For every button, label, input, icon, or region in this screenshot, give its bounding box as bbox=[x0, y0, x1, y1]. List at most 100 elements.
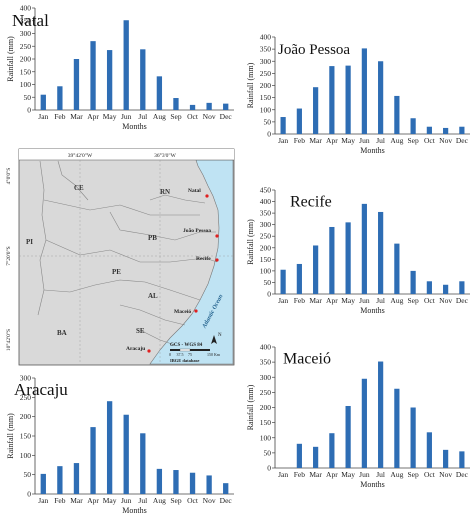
scale-tick-3: 150 bbox=[207, 352, 213, 357]
bar-jun bbox=[361, 203, 367, 294]
bar-jul bbox=[378, 211, 384, 294]
state-label-pb: PB bbox=[148, 234, 157, 242]
city-label-natal: Natal bbox=[188, 188, 201, 194]
x-tick-label: Jan bbox=[278, 296, 288, 305]
x-axis-label: Months bbox=[122, 122, 146, 131]
chart-maceio: 0 50 100 150 200 250 300 350 400 Jan Feb Mar Apr May J… bbox=[246, 343, 470, 489]
bar-jan bbox=[40, 473, 46, 494]
x-tick-label: Jan bbox=[278, 136, 288, 145]
y-tick-label: 50 bbox=[264, 278, 272, 287]
bar-may bbox=[345, 65, 351, 134]
city-dot-joao-pessoa bbox=[215, 234, 219, 238]
north-arrow-icon bbox=[211, 335, 217, 344]
y-tick-label: 0 bbox=[267, 464, 271, 473]
y-tick-label: 250 bbox=[20, 42, 32, 51]
bar-feb bbox=[296, 108, 302, 134]
x-axis-label: Months bbox=[122, 506, 146, 515]
x-tick-label: Dec bbox=[456, 470, 469, 479]
bar-aug bbox=[394, 95, 400, 134]
y-tick-label: 50 bbox=[24, 93, 32, 102]
x-tick-label: Mar bbox=[309, 470, 322, 479]
scale-tick-0: 0 bbox=[169, 352, 171, 357]
city-label-joao-pessoa: João Pessoa bbox=[183, 228, 211, 234]
x-axis-label: Months bbox=[360, 480, 384, 489]
bar-may bbox=[345, 222, 351, 294]
city-label-recife: Recife bbox=[196, 256, 211, 262]
bar-feb bbox=[296, 263, 302, 294]
x-tick-label: Jul bbox=[376, 296, 385, 305]
x-tick-label: Nov bbox=[439, 470, 452, 479]
x-tick-label: Sep bbox=[170, 496, 182, 505]
y-tick-label: 200 bbox=[20, 55, 32, 64]
y-tick-label: 300 bbox=[20, 374, 32, 383]
x-tick-label: Nov bbox=[203, 112, 216, 121]
y-tick-label: 350 bbox=[260, 45, 272, 54]
x-tick-label: Apr bbox=[326, 136, 338, 145]
y-tick-label: 350 bbox=[260, 209, 272, 218]
x-tick-label: Jun bbox=[121, 496, 132, 505]
bar-nov bbox=[206, 102, 212, 110]
x-tick-label: Feb bbox=[294, 296, 306, 305]
x-tick-label: Feb bbox=[54, 112, 66, 121]
chart-title: João Pessoa bbox=[278, 42, 350, 58]
y-tick-label: 400 bbox=[260, 33, 272, 42]
ocean-area bbox=[149, 159, 234, 365]
y-tick-label: 50 bbox=[264, 448, 272, 457]
bar-jun bbox=[123, 414, 129, 494]
x-tick-label: Sep bbox=[408, 296, 420, 305]
y-axis-label: Rainfall (mm) bbox=[246, 384, 255, 430]
x-tick-label: Dec bbox=[456, 296, 469, 305]
y-tick-label: 250 bbox=[260, 232, 272, 241]
x-tick-label: Aug bbox=[390, 136, 403, 145]
lon-label-2: 36°3'0"W bbox=[154, 152, 176, 159]
y-tick-label: 200 bbox=[260, 81, 272, 90]
bar-oct bbox=[189, 104, 196, 110]
chart-title: Maceió bbox=[283, 351, 331, 368]
y-tick-label: 0 bbox=[267, 130, 271, 139]
bar-jul bbox=[140, 433, 146, 494]
x-tick-label: Jan bbox=[38, 112, 48, 121]
city-dot-maceio bbox=[194, 309, 198, 313]
x-tick-label: Jul bbox=[376, 136, 385, 145]
y-tick-label: 100 bbox=[260, 105, 272, 114]
chart-natal: 0 50 100 150 200 250 300 350 400 Jan Feb Mar Apr May J… bbox=[6, 4, 234, 131]
x-tick-label: Aug bbox=[390, 470, 403, 479]
graticule bbox=[19, 160, 234, 364]
state-label-al: AL bbox=[148, 292, 158, 300]
x-tick-label: Feb bbox=[294, 470, 306, 479]
y-tick-label: 400 bbox=[20, 4, 32, 13]
y-tick-label: 250 bbox=[260, 388, 272, 397]
city-dot-natal bbox=[205, 194, 209, 198]
bar-apr bbox=[329, 226, 335, 294]
chart-aracaju: 0 50 100 150 200 250 300 Jan Feb Mar Apr May Jun Jul A… bbox=[6, 374, 234, 515]
y-tick-label: 150 bbox=[260, 93, 272, 102]
x-tick-label: Jun bbox=[359, 296, 370, 305]
y-axis-label: Rainfall (mm) bbox=[246, 62, 255, 108]
city-markers bbox=[147, 194, 219, 353]
bar-sep bbox=[410, 407, 416, 468]
bar-dec bbox=[459, 126, 465, 134]
y-tick-label: 400 bbox=[260, 343, 272, 352]
bar-apr bbox=[329, 433, 335, 468]
state-label-se: SE bbox=[136, 327, 145, 335]
city-dot-recife bbox=[215, 258, 219, 262]
x-tick-label: Apr bbox=[326, 296, 338, 305]
bar-feb bbox=[57, 466, 63, 494]
city-label-aracaju: Aracaju bbox=[126, 346, 145, 352]
x-tick-label: Mar bbox=[309, 296, 322, 305]
bar-jul bbox=[378, 61, 384, 134]
bar-nov bbox=[443, 449, 449, 468]
y-axis-label: Rainfall (mm) bbox=[6, 36, 15, 82]
y-tick-label: 200 bbox=[260, 243, 272, 252]
x-tick-label: May bbox=[103, 496, 117, 505]
chart-joao-pessoa: 0 50 100 150 200 250 300 350 400 Jan Feb Mar Apr May J… bbox=[246, 33, 470, 155]
x-tick-label: Sep bbox=[170, 112, 182, 121]
bar-oct bbox=[189, 472, 196, 494]
bar-feb bbox=[296, 443, 302, 468]
y-tick-label: 150 bbox=[20, 432, 32, 441]
x-tick-label: Feb bbox=[54, 496, 66, 505]
x-tick-label: Dec bbox=[220, 112, 233, 121]
x-tick-label: Feb bbox=[294, 136, 306, 145]
